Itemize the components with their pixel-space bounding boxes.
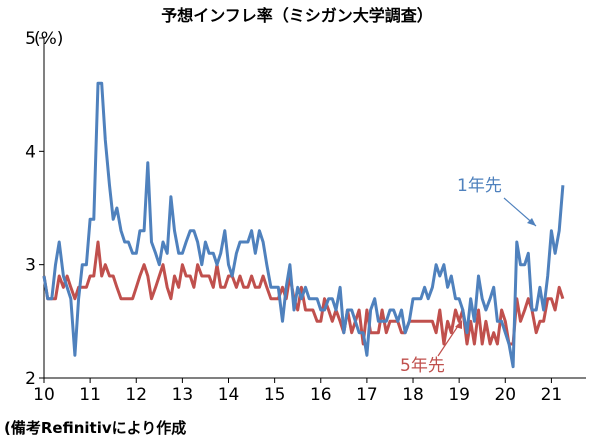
x-tick-label: 11	[79, 385, 101, 405]
x-tick-label: 15	[264, 385, 286, 405]
series-pointer-five-year	[437, 322, 461, 357]
series-label-one-year: 1年先	[457, 176, 502, 196]
x-tick-label: 14	[218, 385, 240, 405]
x-tick-label: 16	[310, 385, 332, 405]
x-tick-label: 21	[541, 385, 563, 405]
y-tick-label: 4	[25, 142, 36, 162]
y-tick-label: 3	[25, 256, 36, 276]
series-line-one-year	[42, 81, 565, 369]
x-tick-label: 10	[33, 385, 55, 405]
footnote: (備考Refinitivにより作成	[4, 419, 187, 437]
y-unit-label: (%)	[34, 29, 63, 49]
chart-title: 予想インフレ率（ミシガン大学調査）	[161, 6, 433, 25]
x-tick-label: 18	[402, 385, 424, 405]
series-pointer-arrowhead-one-year	[527, 218, 536, 226]
x-tick-label: 19	[448, 385, 470, 405]
y-tick-label: 5	[25, 29, 36, 49]
x-tick-label: 17	[356, 385, 378, 405]
x-tick-label: 13	[172, 385, 194, 405]
y-tick-label: 2	[25, 369, 36, 389]
series-line-five-year	[42, 240, 565, 346]
series-label-five-year: 5年先	[400, 356, 445, 376]
series-pointer-arrowhead-five-year	[455, 320, 462, 329]
x-tick-label: 20	[494, 385, 516, 405]
x-tick-label: 12	[125, 385, 147, 405]
